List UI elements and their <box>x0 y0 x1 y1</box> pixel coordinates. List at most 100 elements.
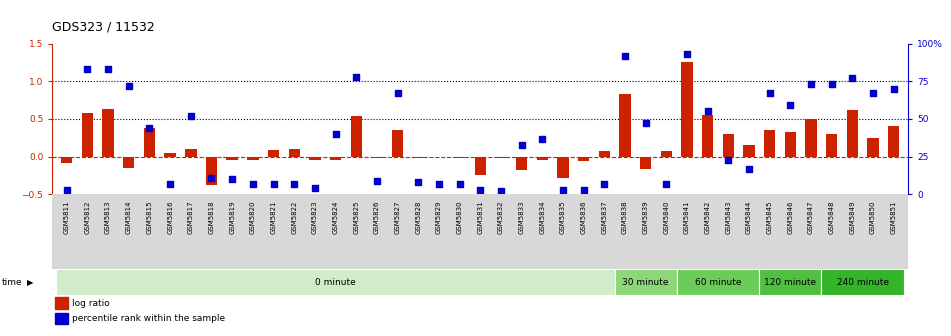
Point <box>101 67 116 72</box>
Text: GSM5848: GSM5848 <box>828 200 835 234</box>
Bar <box>640 157 651 169</box>
Text: percentile rank within the sample: percentile rank within the sample <box>72 314 225 323</box>
Text: 120 minute: 120 minute <box>765 278 816 287</box>
Bar <box>55 313 68 324</box>
Point <box>534 136 550 141</box>
Point <box>411 179 426 185</box>
Bar <box>309 157 320 160</box>
Bar <box>557 157 569 178</box>
Bar <box>495 157 507 158</box>
Point <box>555 187 571 193</box>
Text: GSM5845: GSM5845 <box>767 200 773 234</box>
Point <box>59 187 74 193</box>
Point <box>844 76 860 81</box>
Point <box>349 74 364 80</box>
Point <box>473 187 488 193</box>
Text: GSM5825: GSM5825 <box>353 200 359 234</box>
Bar <box>475 157 486 175</box>
Bar <box>805 119 817 157</box>
Text: GSM5836: GSM5836 <box>581 200 587 234</box>
Bar <box>56 269 614 295</box>
Point <box>721 157 736 162</box>
Bar <box>55 297 68 309</box>
Point <box>494 188 509 194</box>
Point <box>617 53 632 58</box>
Bar <box>268 150 280 157</box>
Point <box>638 121 653 126</box>
Bar <box>205 157 217 185</box>
Bar <box>764 130 775 157</box>
Text: GSM5833: GSM5833 <box>518 200 525 234</box>
Bar <box>288 149 300 157</box>
Text: GSM5814: GSM5814 <box>126 200 132 234</box>
Text: GSM5839: GSM5839 <box>643 200 649 234</box>
Bar <box>759 269 822 295</box>
Point <box>825 82 840 87</box>
Point <box>886 86 902 91</box>
Text: GSM5816: GSM5816 <box>167 200 173 234</box>
Text: GSM5821: GSM5821 <box>270 200 277 234</box>
Text: GSM5812: GSM5812 <box>85 200 90 234</box>
Bar <box>351 116 362 157</box>
Text: GSM5830: GSM5830 <box>456 200 462 234</box>
Text: 240 minute: 240 minute <box>837 278 889 287</box>
Text: GSM5840: GSM5840 <box>663 200 670 234</box>
Text: GSM5826: GSM5826 <box>374 200 379 234</box>
Text: ▶: ▶ <box>27 278 33 287</box>
Point <box>369 178 384 183</box>
Text: 0 minute: 0 minute <box>315 278 356 287</box>
Bar <box>371 157 382 158</box>
Text: GSM5813: GSM5813 <box>106 200 111 234</box>
Bar <box>330 157 341 160</box>
Text: GSM5846: GSM5846 <box>787 200 793 234</box>
Text: GSM5827: GSM5827 <box>395 200 400 234</box>
Text: 30 minute: 30 minute <box>622 278 669 287</box>
Text: GSM5847: GSM5847 <box>808 200 814 234</box>
Bar <box>144 128 155 157</box>
Point <box>700 109 715 114</box>
Point <box>659 181 674 186</box>
Bar <box>614 269 677 295</box>
Point <box>679 51 694 57</box>
Text: GSM5817: GSM5817 <box>187 200 194 234</box>
Text: GSM5841: GSM5841 <box>684 200 690 234</box>
Point <box>865 91 881 96</box>
Text: GSM5849: GSM5849 <box>849 200 855 234</box>
Text: GSM5811: GSM5811 <box>64 200 69 234</box>
Text: 60 minute: 60 minute <box>695 278 741 287</box>
Text: GSM5829: GSM5829 <box>436 200 442 234</box>
Text: GSM5835: GSM5835 <box>560 200 566 234</box>
Bar <box>888 126 900 157</box>
Bar <box>744 145 755 157</box>
Text: GSM5819: GSM5819 <box>229 200 235 234</box>
Point <box>121 83 136 88</box>
Bar <box>822 269 904 295</box>
Bar <box>413 157 424 158</box>
Text: GSM5850: GSM5850 <box>870 200 876 234</box>
Point <box>576 187 592 193</box>
Point <box>204 175 219 180</box>
Text: GDS323 / 11532: GDS323 / 11532 <box>52 20 155 34</box>
Bar <box>536 157 548 160</box>
Bar <box>661 151 672 157</box>
Bar <box>392 130 403 157</box>
Point <box>307 185 322 191</box>
Bar <box>723 134 734 157</box>
Bar <box>826 134 838 157</box>
Point <box>432 181 447 186</box>
Bar <box>677 269 759 295</box>
Text: GSM5818: GSM5818 <box>208 200 215 234</box>
Text: GSM5837: GSM5837 <box>601 200 608 234</box>
Bar <box>247 157 259 160</box>
Point <box>266 181 281 186</box>
Bar <box>454 157 465 158</box>
Text: GSM5831: GSM5831 <box>477 200 483 234</box>
Point <box>596 181 611 186</box>
Bar <box>785 132 796 157</box>
Text: GSM5824: GSM5824 <box>333 200 339 234</box>
Point <box>328 131 343 137</box>
Bar <box>165 153 176 157</box>
Text: log ratio: log ratio <box>72 299 109 308</box>
Bar <box>515 157 527 170</box>
Point <box>80 67 95 72</box>
